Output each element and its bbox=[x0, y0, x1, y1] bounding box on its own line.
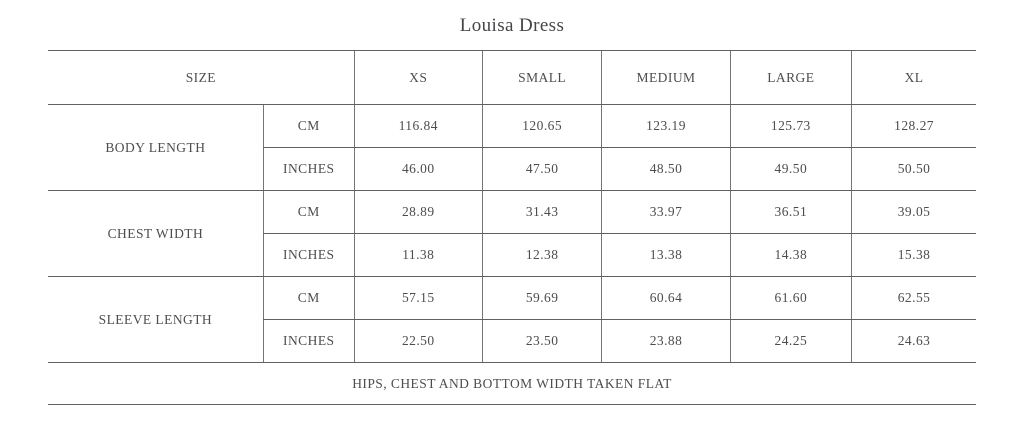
value-cell: 49.50 bbox=[729, 147, 852, 191]
footer-note-row: HIPS, CHEST AND BOTTOM WIDTH TAKEN FLAT bbox=[48, 362, 976, 405]
value-cell: 60.64 bbox=[601, 276, 731, 320]
page-title: Louisa Dress bbox=[459, 15, 565, 36]
value-cell: 46.00 bbox=[353, 147, 483, 191]
measurement-label-chest-width: CHEST WIDTH bbox=[48, 190, 264, 277]
footer-note: HIPS, CHEST AND BOTTOM WIDTH TAKEN FLAT bbox=[48, 362, 976, 405]
column-header-xs: XS bbox=[353, 50, 483, 105]
unit-cell: CM bbox=[262, 190, 355, 234]
value-cell: 57.15 bbox=[353, 276, 483, 320]
unit-cell: INCHES bbox=[262, 319, 355, 363]
value-cell: 31.43 bbox=[481, 190, 602, 234]
body-length-inches-row: INCHES 46.00 47.50 48.50 49.50 50.50 bbox=[48, 147, 976, 191]
value-cell: 12.38 bbox=[481, 233, 602, 277]
value-cell: 120.65 bbox=[481, 104, 602, 148]
value-cell: 62.55 bbox=[851, 276, 976, 320]
value-cell: 28.89 bbox=[353, 190, 483, 234]
value-cell: 61.60 bbox=[729, 276, 852, 320]
value-cell: 14.38 bbox=[729, 233, 852, 277]
unit-cell: CM bbox=[262, 276, 355, 320]
unit-cell: INCHES bbox=[262, 147, 355, 191]
value-cell: 24.25 bbox=[729, 319, 852, 363]
value-cell: 39.05 bbox=[851, 190, 976, 234]
value-cell: 13.38 bbox=[601, 233, 731, 277]
value-cell: 50.50 bbox=[851, 147, 976, 191]
size-header-row: SIZE XS SMALL MEDIUM LARGE XL bbox=[48, 50, 976, 105]
sleeve-length-cm-row: SLEEVE LENGTH CM 57.15 59.69 60.64 61.60… bbox=[48, 276, 976, 363]
column-header-large: LARGE bbox=[729, 50, 852, 105]
column-header-medium: MEDIUM bbox=[601, 50, 731, 105]
value-cell: 125.73 bbox=[729, 104, 852, 148]
value-cell: 24.63 bbox=[851, 319, 976, 363]
body-length-cm-row: BODY LENGTH CM 116.84 120.65 123.19 125.… bbox=[48, 104, 976, 191]
value-cell: 48.50 bbox=[601, 147, 731, 191]
measurement-label-sleeve-length: SLEEVE LENGTH bbox=[48, 276, 264, 363]
unit-cell: INCHES bbox=[262, 233, 355, 277]
value-cell: 22.50 bbox=[353, 319, 483, 363]
chest-width-cm-row: CHEST WIDTH CM 28.89 31.43 33.97 36.51 3… bbox=[48, 190, 976, 277]
value-cell: 47.50 bbox=[481, 147, 602, 191]
value-cell: 23.50 bbox=[481, 319, 602, 363]
column-header-small: SMALL bbox=[481, 50, 602, 105]
unit-cell: CM bbox=[262, 104, 355, 148]
value-cell: 116.84 bbox=[353, 104, 483, 148]
value-cell: 128.27 bbox=[851, 104, 976, 148]
chest-width-inches-row: INCHES 11.38 12.38 13.38 14.38 15.38 bbox=[48, 233, 976, 277]
value-cell: 33.97 bbox=[601, 190, 731, 234]
sleeve-length-inches-row: INCHES 22.50 23.50 23.88 24.25 24.63 bbox=[48, 319, 976, 363]
value-cell: 11.38 bbox=[353, 233, 483, 277]
value-cell: 36.51 bbox=[729, 190, 852, 234]
value-cell: 123.19 bbox=[601, 104, 731, 148]
size-header-cell: SIZE bbox=[48, 50, 355, 105]
measurement-label-body-length: BODY LENGTH bbox=[48, 104, 264, 191]
column-header-xl: XL bbox=[851, 50, 976, 105]
value-cell: 15.38 bbox=[851, 233, 976, 277]
value-cell: 23.88 bbox=[601, 319, 731, 363]
size-chart-table: SIZE XS SMALL MEDIUM LARGE XL BODY LENGT… bbox=[48, 50, 976, 405]
value-cell: 59.69 bbox=[481, 276, 602, 320]
